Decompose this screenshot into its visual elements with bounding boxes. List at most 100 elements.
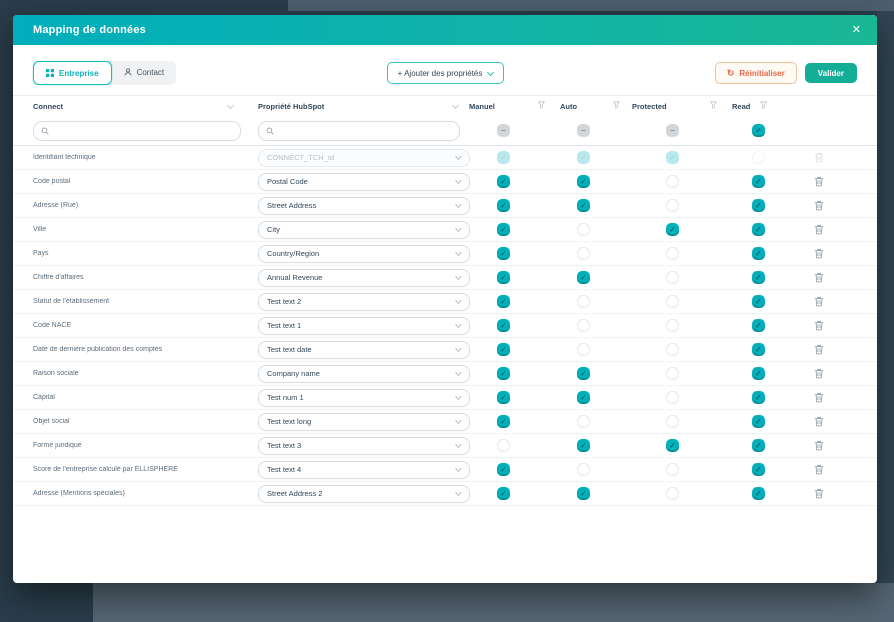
sort-icon[interactable] [227, 101, 234, 108]
auto-filter-checkbox[interactable]: − [577, 124, 590, 137]
read-checkbox[interactable]: ✓ [752, 271, 765, 284]
hubspot-property-select[interactable]: Test num 1 [258, 389, 470, 407]
tab-entreprise[interactable]: Entreprise [33, 61, 112, 85]
hubspot-property-select[interactable]: Postal Code [258, 173, 470, 191]
hubspot-property-select[interactable]: Test text 2 [258, 293, 470, 311]
hubspot-property-select[interactable]: Test text 3 [258, 437, 470, 455]
delete-row-button[interactable] [805, 320, 857, 331]
read-checkbox[interactable]: ✓ [752, 463, 765, 476]
protected-checkbox[interactable] [666, 367, 679, 380]
manuel-checkbox[interactable]: ✓ [497, 487, 510, 500]
hubspot-property-select[interactable]: Test text long [258, 413, 470, 431]
connect-search-input[interactable] [53, 125, 233, 136]
filter-funnel-icon[interactable] [760, 101, 767, 111]
manuel-checkbox[interactable]: ✓ [497, 319, 510, 332]
read-checkbox[interactable]: ✓ [752, 247, 765, 260]
hubspot-property-select[interactable]: Street Address [258, 197, 470, 215]
manuel-checkbox[interactable] [497, 439, 510, 452]
manuel-checkbox[interactable]: ✓ [497, 247, 510, 260]
read-checkbox[interactable]: ✓ [752, 487, 765, 500]
hubspot-property-select[interactable]: Test text 1 [258, 317, 470, 335]
delete-row-button[interactable] [805, 272, 857, 283]
manuel-checkbox[interactable]: ✓ [497, 391, 510, 404]
manuel-checkbox[interactable]: ✓ [497, 343, 510, 356]
read-filter-checkbox[interactable]: ✓ [752, 124, 765, 137]
manuel-filter-checkbox[interactable]: − [497, 124, 510, 137]
read-checkbox[interactable]: ✓ [752, 175, 765, 188]
manuel-checkbox[interactable]: ✓ [497, 415, 510, 428]
protected-checkbox[interactable] [666, 343, 679, 356]
protected-checkbox[interactable]: ✓ [666, 223, 679, 236]
protected-checkbox[interactable] [666, 295, 679, 308]
validate-button[interactable]: Valider [805, 63, 857, 83]
delete-row-button[interactable] [805, 344, 857, 355]
read-checkbox[interactable]: ✓ [752, 295, 765, 308]
auto-checkbox[interactable]: ✓ [577, 487, 590, 500]
read-checkbox[interactable]: ✓ [752, 199, 765, 212]
filter-funnel-icon[interactable] [710, 101, 717, 111]
hubspot-property-select[interactable]: Test text date [258, 341, 470, 359]
hubspot-property-select[interactable]: Street Address 2 [258, 485, 470, 503]
protected-checkbox[interactable] [666, 391, 679, 404]
protected-checkbox[interactable] [666, 319, 679, 332]
auto-checkbox[interactable] [577, 319, 590, 332]
auto-checkbox[interactable]: ✓ [577, 367, 590, 380]
delete-row-button[interactable] [805, 248, 857, 259]
auto-checkbox[interactable] [577, 463, 590, 476]
filter-funnel-icon[interactable] [613, 101, 620, 111]
filter-funnel-icon[interactable] [538, 101, 545, 111]
delete-row-button[interactable] [805, 176, 857, 187]
protected-checkbox[interactable] [666, 271, 679, 284]
close-icon[interactable]: ✕ [850, 23, 863, 38]
auto-checkbox[interactable]: ✓ [577, 271, 590, 284]
read-checkbox[interactable]: ✓ [752, 319, 765, 332]
auto-checkbox[interactable]: ✓ [577, 175, 590, 188]
read-checkbox[interactable]: ✓ [752, 391, 765, 404]
manuel-checkbox[interactable]: ✓ [497, 463, 510, 476]
auto-checkbox[interactable] [577, 223, 590, 236]
delete-row-button[interactable] [805, 392, 857, 403]
protected-filter-checkbox[interactable]: − [666, 124, 679, 137]
read-checkbox[interactable]: ✓ [752, 223, 765, 236]
manuel-checkbox[interactable]: ✓ [497, 295, 510, 308]
read-checkbox[interactable]: ✓ [752, 415, 765, 428]
hubspot-property-select[interactable]: Annual Revenue [258, 269, 470, 287]
property-search-input[interactable] [278, 125, 452, 136]
manuel-checkbox[interactable]: ✓ [497, 223, 510, 236]
protected-checkbox[interactable] [666, 175, 679, 188]
delete-row-button[interactable] [805, 200, 857, 211]
protected-checkbox[interactable] [666, 487, 679, 500]
auto-checkbox[interactable]: ✓ [577, 391, 590, 404]
delete-row-button[interactable] [805, 464, 857, 475]
delete-row-button[interactable] [805, 368, 857, 379]
delete-row-button[interactable] [805, 224, 857, 235]
manuel-checkbox[interactable]: ✓ [497, 271, 510, 284]
auto-checkbox[interactable]: ✓ [577, 199, 590, 212]
manuel-checkbox[interactable]: ✓ [497, 199, 510, 212]
manuel-checkbox[interactable]: ✓ [497, 367, 510, 380]
hubspot-property-select[interactable]: City [258, 221, 470, 239]
protected-checkbox[interactable] [666, 415, 679, 428]
auto-checkbox[interactable] [577, 343, 590, 356]
hubspot-property-select[interactable]: Test text 4 [258, 461, 470, 479]
delete-row-button[interactable] [805, 488, 857, 499]
protected-checkbox[interactable]: ✓ [666, 439, 679, 452]
read-checkbox[interactable]: ✓ [752, 343, 765, 356]
protected-checkbox[interactable] [666, 463, 679, 476]
hubspot-property-select[interactable]: Country/Region [258, 245, 470, 263]
sort-icon[interactable] [452, 101, 459, 108]
auto-checkbox[interactable]: ✓ [577, 439, 590, 452]
delete-row-button[interactable] [805, 440, 857, 451]
protected-checkbox[interactable] [666, 199, 679, 212]
auto-checkbox[interactable] [577, 415, 590, 428]
manuel-checkbox[interactable]: ✓ [497, 175, 510, 188]
delete-row-button[interactable] [805, 296, 857, 307]
tab-contact[interactable]: Contact [112, 61, 177, 83]
auto-checkbox[interactable] [577, 247, 590, 260]
auto-checkbox[interactable] [577, 295, 590, 308]
read-checkbox[interactable]: ✓ [752, 367, 765, 380]
delete-row-button[interactable] [805, 416, 857, 427]
protected-checkbox[interactable] [666, 247, 679, 260]
reset-button[interactable]: ↻ Réinitialiser [715, 62, 797, 84]
read-checkbox[interactable]: ✓ [752, 439, 765, 452]
